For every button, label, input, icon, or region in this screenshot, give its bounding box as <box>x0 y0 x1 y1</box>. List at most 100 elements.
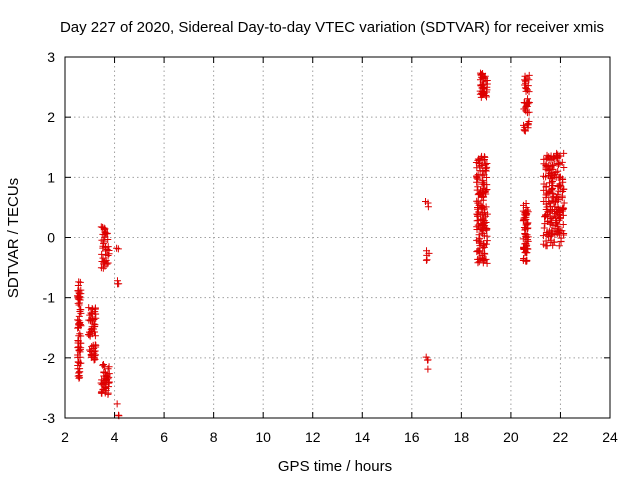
data-point <box>560 199 568 207</box>
data-point <box>76 306 84 314</box>
data-point <box>101 225 109 233</box>
data-point <box>549 165 557 173</box>
data-point <box>550 238 558 246</box>
data-point <box>542 211 550 219</box>
data-point <box>560 185 568 193</box>
data-point <box>104 259 112 267</box>
data-point <box>521 211 529 219</box>
data-point <box>475 208 483 216</box>
data-point <box>424 199 432 207</box>
x-tick-label: 22 <box>553 429 569 445</box>
data-point <box>74 372 82 380</box>
data-point <box>557 237 565 245</box>
data-point <box>74 293 82 301</box>
data-point <box>481 166 489 174</box>
data-point <box>422 353 430 361</box>
data-point <box>546 156 554 164</box>
data-point <box>555 187 563 195</box>
data-point <box>101 262 109 270</box>
data-point <box>85 304 93 312</box>
data-point <box>548 226 556 234</box>
y-tick-label: -1 <box>43 290 56 306</box>
data-point <box>86 346 94 354</box>
data-point <box>476 254 484 262</box>
x-tick-label: 4 <box>111 429 119 445</box>
tick-marks <box>64 56 611 419</box>
y-tick-label: -3 <box>43 410 56 426</box>
data-point <box>105 250 113 258</box>
data-point <box>481 188 489 196</box>
data-point <box>423 356 431 364</box>
x-tick-label: 2 <box>61 429 69 445</box>
data-point <box>543 151 551 159</box>
data-point <box>540 224 548 232</box>
data-point <box>473 217 481 225</box>
x-tick-label: 12 <box>305 429 321 445</box>
data-point <box>540 197 548 205</box>
data-point <box>98 250 106 258</box>
data-point <box>520 216 528 224</box>
data-point <box>558 194 566 202</box>
data-point <box>102 229 110 237</box>
y-tick-labels: -3 -2 -1 0 1 2 3 <box>43 49 56 426</box>
data-point <box>476 87 484 95</box>
data-point <box>74 337 82 345</box>
data-point <box>555 159 563 167</box>
data-point <box>483 86 491 94</box>
data-point <box>523 86 531 94</box>
data-point <box>114 245 122 253</box>
data-point <box>77 332 85 340</box>
data-point <box>92 314 100 322</box>
x-tick-label: 8 <box>210 429 218 445</box>
data-point <box>521 127 529 135</box>
data-point <box>524 100 532 108</box>
data-point <box>556 215 564 223</box>
data-point <box>560 164 568 172</box>
data-point <box>555 242 563 250</box>
data-point <box>98 379 106 387</box>
data-point <box>75 347 83 355</box>
data-point <box>521 226 529 234</box>
data-point <box>89 341 97 349</box>
data-point <box>104 390 112 398</box>
data-point <box>423 251 431 259</box>
data-point <box>90 325 98 333</box>
data-point <box>474 221 482 229</box>
data-point <box>101 363 109 371</box>
data-point <box>560 204 568 212</box>
data-point <box>476 234 484 242</box>
data-point <box>100 372 108 380</box>
x-tick-label: 24 <box>602 429 618 445</box>
data-point <box>519 256 527 264</box>
data-point <box>543 203 551 211</box>
data-point <box>542 237 550 245</box>
data-point <box>74 316 82 324</box>
x-tick-label: 18 <box>454 429 470 445</box>
data-point <box>542 182 550 190</box>
data-point <box>522 232 530 240</box>
data-point <box>545 153 553 161</box>
y-tick-label: 0 <box>47 230 55 246</box>
data-point <box>97 223 105 231</box>
data-point <box>74 287 82 295</box>
data-point <box>545 208 553 216</box>
data-point <box>85 331 93 339</box>
data-point <box>525 76 533 84</box>
data-point <box>474 175 482 183</box>
data-point <box>477 204 485 212</box>
data-point <box>76 346 84 354</box>
data-point <box>543 228 551 236</box>
data-point <box>519 207 527 215</box>
data-point <box>102 386 110 394</box>
data-point <box>74 324 82 332</box>
y-tick-label: 1 <box>47 169 55 185</box>
data-point <box>481 250 489 258</box>
data-point <box>100 258 108 266</box>
data-point <box>521 249 529 257</box>
data-point <box>478 162 486 170</box>
data-point <box>522 239 530 247</box>
data-point <box>553 149 561 157</box>
x-tick-label: 14 <box>354 429 370 445</box>
data-point <box>477 189 485 197</box>
data-point <box>520 245 528 253</box>
